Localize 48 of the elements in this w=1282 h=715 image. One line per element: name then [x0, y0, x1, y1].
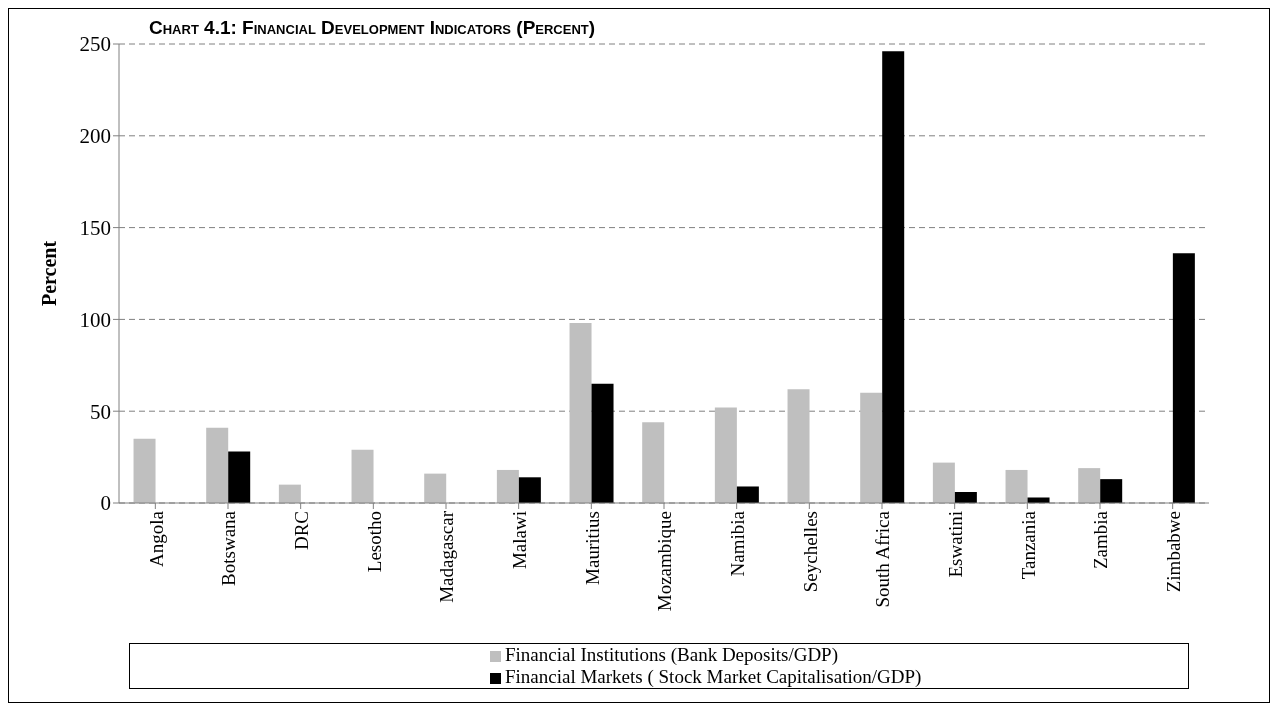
- bar: [351, 449, 374, 503]
- bar: [954, 491, 977, 503]
- bar: [787, 389, 810, 503]
- x-tick-label: Angola: [145, 510, 167, 567]
- x-tick-label: South Africa: [872, 510, 894, 608]
- x-tick-label: Madagascar: [436, 510, 458, 603]
- legend-label: Financial Institutions (Bank Deposits/GDP): [505, 644, 839, 665]
- bar: [206, 427, 229, 503]
- bar: [591, 383, 614, 503]
- y-tick-label: 250: [79, 32, 111, 57]
- bar: [278, 484, 301, 503]
- x-tick-label: Lesotho: [363, 511, 385, 573]
- bar: [1027, 497, 1050, 503]
- x-tick-label: Zimbabwe: [1163, 511, 1185, 593]
- y-tick-label: 150: [79, 216, 111, 241]
- bar: [569, 323, 592, 503]
- y-tick-label: 200: [79, 124, 111, 149]
- bar: [228, 451, 251, 503]
- x-tick-label: Tanzania: [1017, 510, 1039, 580]
- x-tick-label: Botswana: [218, 510, 240, 586]
- legend-label: Financial Markets ( Stock Market Capitalisation/GDP): [505, 666, 922, 687]
- bar: [518, 477, 541, 503]
- bar: [932, 462, 955, 503]
- bar: [714, 407, 737, 503]
- bar: [1100, 479, 1123, 503]
- x-tick-label: Mauritius: [581, 511, 603, 585]
- x-tick-label: Mozambique: [654, 511, 676, 612]
- bar: [1078, 468, 1101, 503]
- x-tick-label: Eswatini: [945, 511, 967, 578]
- y-tick-label: 0: [100, 491, 111, 516]
- bar: [133, 438, 156, 503]
- bar: [882, 51, 905, 503]
- bar: [642, 422, 665, 503]
- x-tick-label: Seychelles: [799, 511, 821, 593]
- bar: [424, 473, 447, 503]
- x-tick-label: Namibia: [727, 510, 749, 577]
- y-tick-label: 100: [79, 307, 111, 332]
- x-tick-label: Zambia: [1090, 510, 1112, 570]
- x-tick-label: Malawi: [509, 511, 531, 570]
- x-tick-label: DRC: [291, 511, 313, 551]
- y-axis-title: Percent: [38, 240, 61, 307]
- y-tick-label: 50: [90, 399, 111, 424]
- chart-title: Chart 4.1: Financial Development Indicators (Percent): [149, 17, 596, 39]
- bar: [1172, 253, 1195, 503]
- bar: [860, 392, 883, 503]
- bar: [1005, 469, 1028, 503]
- bar: [496, 469, 519, 503]
- bar: [736, 486, 759, 503]
